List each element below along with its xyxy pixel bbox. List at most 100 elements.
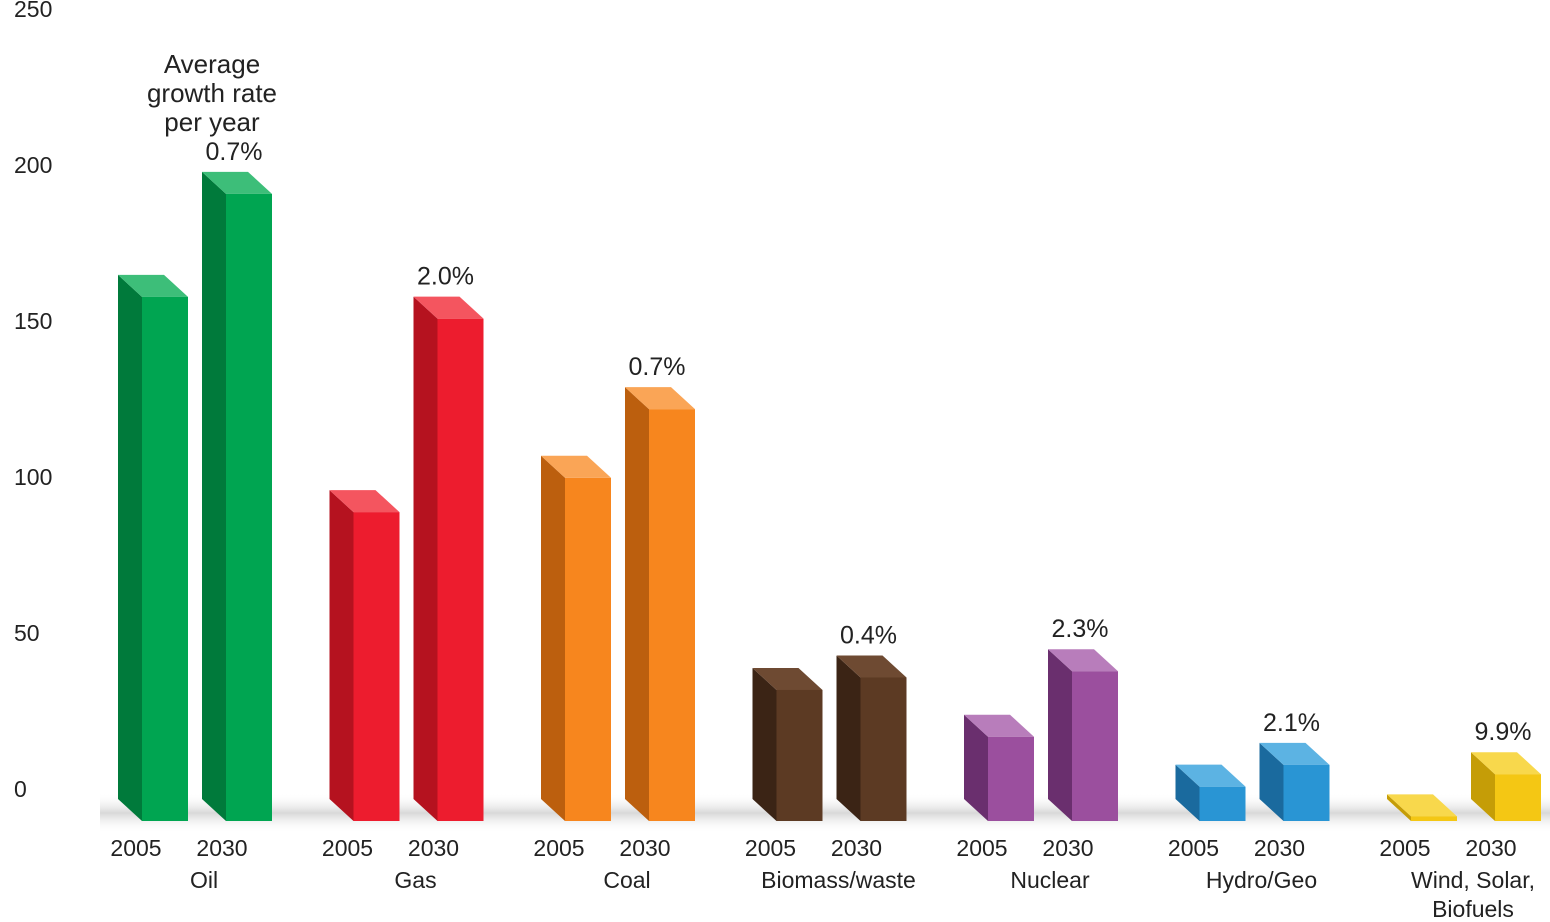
category-label: Oil [190,867,218,893]
bar-top-face [118,274,188,297]
bar-nuclear-2030 [1048,649,1118,821]
y-tick-label: 100 [14,464,52,490]
category-label: Gas [394,867,436,893]
bar-oil-2030 [202,171,272,821]
category-label: Hydro/Geo [1206,867,1317,893]
bar-side-face [625,387,649,821]
growth-rate-annotation: per year [164,107,260,137]
year-label: 2030 [1254,835,1305,861]
growth-rate-label: 0.7% [629,353,686,381]
y-tick-label: 250 [14,0,52,22]
category-label: Coal [603,867,650,893]
category-label: Nuclear [1010,867,1090,893]
category-label: Biofuels [1432,896,1514,922]
bar-side-face [202,171,226,821]
bar-oil-2005 [118,274,188,822]
bar-front-face [776,689,823,821]
bar-biomass-waste-2030 [836,655,907,821]
year-label: 2030 [619,835,670,861]
bar-front-face [1411,816,1457,821]
bar-side-face [1387,794,1411,821]
bar-top-face [836,655,907,678]
bar-front-face [353,512,400,821]
bar-top-face [1175,764,1246,787]
bar-top-face [1387,794,1457,817]
growth-rate-label: 2.1% [1263,709,1320,737]
y-tick-label: 200 [14,152,52,178]
bar-biomass-waste-2005 [752,667,823,821]
y-tick-label: 150 [14,308,52,334]
bar-side-face [118,274,142,822]
bar-side-face [329,490,354,821]
bar-top-face [1048,649,1118,672]
chart-floor [100,793,1550,833]
bar-side-face [836,655,861,821]
bar-side-face [1471,752,1495,821]
y-tick-label: 0 [14,776,27,802]
bar-gas-2030 [413,296,484,821]
bar-series [118,171,1541,822]
bar-hydro-geo-2030 [1259,742,1330,821]
bar-top-face [964,714,1034,737]
year-label: 2030 [1042,835,1093,861]
growth-rate-label: 9.9% [1475,718,1532,746]
bar-gas-2005 [329,490,400,821]
bar-front-face [226,193,272,821]
bar-top-face [1259,742,1330,765]
bar-hydro-geo-2005 [1175,764,1246,821]
year-label: 2005 [533,835,584,861]
bar-top-face [1471,752,1541,775]
bar-top-face [625,387,695,410]
bar-front-face [565,477,611,821]
growth-rate-label: 0.4% [840,621,897,649]
bar-side-face [1175,764,1200,821]
bar-side-face [541,455,565,821]
year-label: 2005 [1379,835,1430,861]
bar-front-face [1495,774,1541,821]
bar-front-face [437,318,484,821]
y-tick-label: 50 [14,620,40,646]
growth-rate-label: 2.3% [1052,615,1109,643]
bar-front-face [142,296,188,822]
floor-shadow [100,793,1550,833]
growth-rate-label: 0.7% [206,138,263,166]
growth-rate-annotation: Average [164,49,260,79]
bar-top-face [541,455,611,478]
bar-front-face [1072,671,1118,821]
year-label: 2005 [1168,835,1219,861]
growth-rate-annotation: growth rate [147,78,277,108]
year-label: 2005 [956,835,1007,861]
bar-front-face [649,409,695,821]
bar-front-face [1283,764,1330,821]
bar-coal-2030 [625,387,695,821]
bar-front-face [860,677,907,821]
year-label: 2005 [745,835,796,861]
year-label: 2005 [322,835,373,861]
year-label: 2030 [408,835,459,861]
bar-front-face [1199,786,1246,821]
bar-wind-solar-biofuels-2030 [1471,752,1541,821]
bar-coal-2005 [541,455,611,821]
bar-side-face [413,296,438,821]
year-label: 2030 [831,835,882,861]
bar-side-face [752,667,777,821]
category-label: Wind, Solar, [1411,867,1535,893]
category-label: Biomass/waste [761,867,916,893]
bar-side-face [964,714,988,821]
bar-nuclear-2005 [964,714,1034,821]
year-label: 2005 [110,835,161,861]
year-label: 2030 [1465,835,1516,861]
bar-side-face [1259,742,1284,821]
bar-top-face [329,490,400,513]
year-label: 2030 [196,835,247,861]
bar-top-face [413,296,484,319]
bar-top-face [752,667,823,690]
bar-wind-solar-biofuels-2005 [1387,794,1457,821]
bar-side-face [1048,649,1072,821]
y-axis: 0 50 100 150 200 250 [14,0,52,802]
bar-front-face [988,736,1034,821]
bar-top-face [202,171,272,194]
growth-rate-label: 2.0% [417,263,474,291]
